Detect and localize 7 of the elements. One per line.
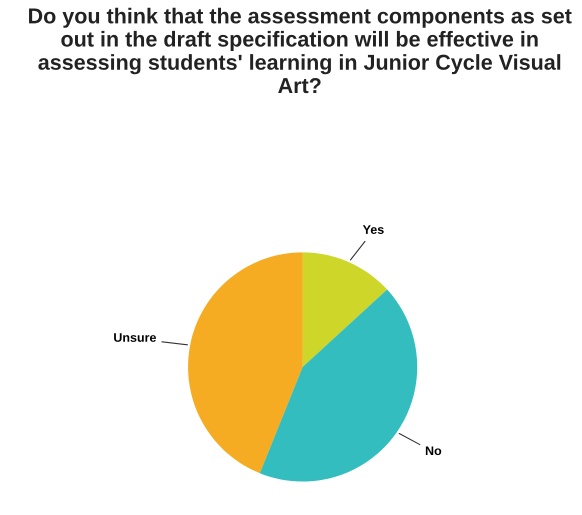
slice-label: Unsure [114,333,156,342]
pie-slice [260,290,418,482]
pie-slice [302,252,388,367]
chart-title: Do you think that the assessment components as set out in the draft specification will be effective in assessing students' learning in Junior Cycle Visual Art? [29,8,572,94]
pie-slice [188,252,303,474]
slice-label: Yes [362,225,384,234]
slice-label: No [426,446,442,456]
